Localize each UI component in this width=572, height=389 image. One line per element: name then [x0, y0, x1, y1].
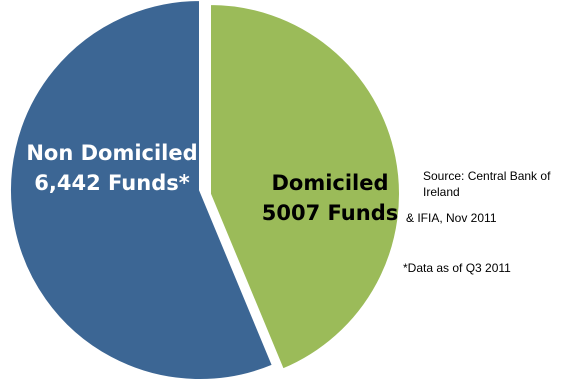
- pie-slice-domiciled: [209, 2, 401, 371]
- slice-category-label: Non Domiciled: [26, 141, 197, 165]
- slice-category-label: Domiciled: [271, 171, 388, 195]
- footnote: *Data as of Q3 2011: [403, 261, 511, 275]
- pie-labels: Domiciled 5007 Funds Non Domiciled 6,442 Fu…: [26, 141, 398, 225]
- slice-value-label: 5007 Funds: [262, 201, 399, 225]
- source-note-line-2: & IFIA, Nov 2011: [406, 211, 497, 225]
- pie-slices: [9, 0, 401, 381]
- slice-value-label: 6,442 Funds*: [34, 171, 189, 195]
- source-note-line-1: Source: Central Bank of Ireland: [423, 169, 551, 199]
- pie-slice-non-domiciled: [9, 0, 275, 381]
- slice-label-domiciled: Domiciled 5007 Funds: [262, 171, 399, 225]
- slice-label-non-domiciled: Non Domiciled 6,442 Funds*: [26, 141, 197, 195]
